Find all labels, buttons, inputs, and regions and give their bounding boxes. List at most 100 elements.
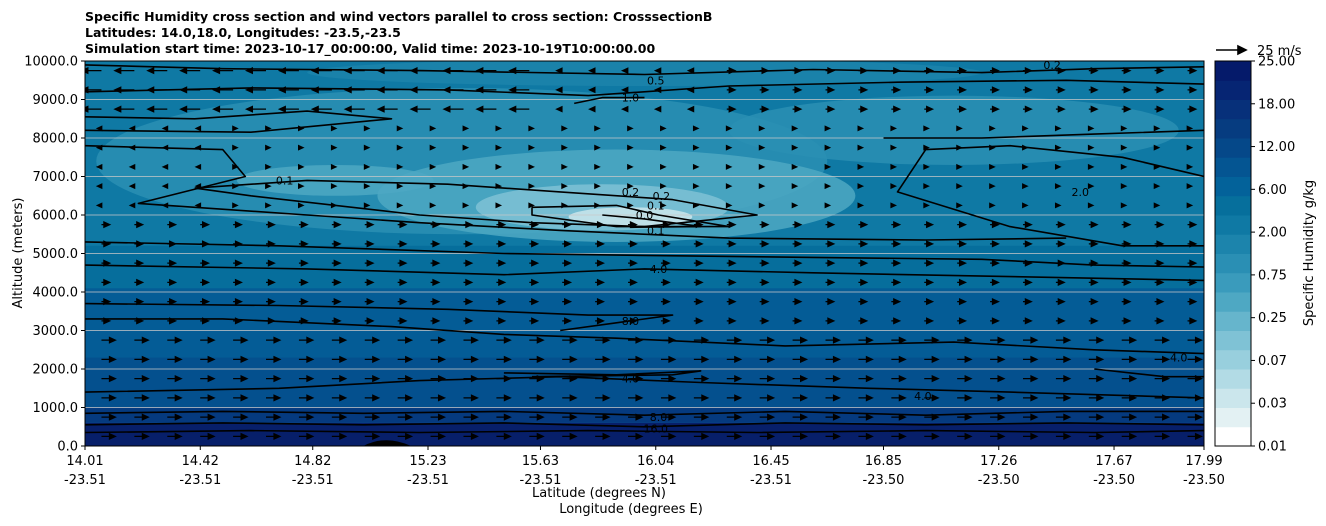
wind-arrow (1088, 394, 1105, 402)
wind-arrow (128, 125, 136, 132)
wind-arrow (232, 202, 239, 209)
wind-arrow (429, 144, 437, 151)
wind-arrow (1022, 394, 1039, 402)
contour-line (503, 370, 702, 378)
wind-arrow (397, 355, 414, 364)
fill-band-2 (85, 357, 1204, 408)
wind-arrow (529, 220, 540, 229)
wind-arrow (331, 297, 342, 306)
wind-arrow (277, 66, 299, 75)
wind-arrow (726, 66, 737, 75)
contour-line (85, 302, 674, 332)
wind-arrow (858, 336, 874, 344)
wind-arrow (1022, 317, 1033, 325)
contour-line (896, 144, 1204, 247)
wind-arrow (628, 317, 638, 325)
contour-line (85, 410, 1204, 416)
wind-arrow (161, 202, 169, 209)
wind-arrow (628, 220, 638, 229)
wind-arrow (167, 432, 183, 441)
wind-arrow (101, 317, 112, 325)
wind-arrow (529, 413, 545, 421)
wind-arrow (194, 125, 202, 132)
wind-arrow (1120, 202, 1128, 209)
wind-arrow (693, 297, 704, 306)
wind-arrow (693, 432, 710, 441)
wind-arrow (200, 278, 211, 287)
colorbar-segment (1215, 195, 1251, 216)
wind-arrow (759, 336, 776, 344)
wind-arrow (726, 259, 737, 267)
wind-arrow (693, 278, 704, 287)
wind-arrow (924, 394, 940, 402)
chart-title: Specific Humidity cross section and wind… (85, 9, 712, 57)
wind-arrow (1022, 66, 1033, 75)
wind-arrow (825, 394, 841, 402)
wind-arrow (200, 297, 211, 306)
wind-arrow (496, 240, 507, 248)
wind-arrow (858, 278, 869, 287)
colorbar-segment (1215, 157, 1251, 177)
wind-arrow (990, 336, 1006, 344)
colorbar-segment (1215, 426, 1251, 447)
y-tick-label: 9000.0 (33, 93, 79, 108)
wind-arrow (496, 259, 507, 267)
wind-arrow (1022, 220, 1033, 229)
wind-arrow (1120, 144, 1128, 151)
wind-arrow (627, 125, 634, 132)
y-tick-label: 0.0 (57, 440, 78, 455)
wind-arrow (693, 336, 710, 344)
wind-arrow (331, 355, 348, 364)
wind-arrow (923, 163, 930, 170)
wind-arrow (101, 374, 117, 383)
wind-arrow (233, 297, 243, 306)
wind-arrow (726, 240, 737, 248)
wind-arrow (397, 220, 408, 229)
colorbar-tick-label: 18.00 (1258, 97, 1295, 112)
wind-arrow (562, 278, 573, 287)
colorbar-segment (1215, 176, 1251, 197)
wind-arrow (891, 86, 902, 94)
x-tick-label-lat: 17.67 (1095, 454, 1132, 469)
wind-arrow (792, 240, 803, 248)
wind-arrow (660, 413, 677, 421)
wind-arrow (364, 336, 381, 344)
wind-arrow (595, 240, 605, 248)
wind-arrow (397, 278, 408, 287)
wind-arrow (1088, 105, 1099, 113)
wind-arrow (212, 105, 234, 113)
wind-arrow (134, 259, 145, 267)
wind-arrow (726, 374, 743, 383)
wind-arrow (233, 413, 249, 421)
wind-arrow (1022, 355, 1039, 364)
wind-arrow (686, 86, 695, 94)
wind-arrow (265, 202, 272, 209)
wind-arrow (1120, 183, 1128, 190)
wind-arrow (1187, 336, 1204, 344)
wind-arrow (1187, 432, 1204, 441)
wind-arrow (726, 220, 737, 229)
wind-arrow (725, 183, 733, 190)
contour-label: 16.0 (643, 423, 668, 436)
wind-arrow (462, 163, 470, 170)
wind-arrow (1186, 144, 1194, 151)
wind-arrow (232, 163, 239, 170)
wind-arrow (990, 220, 1000, 229)
wind-arrow (990, 432, 1006, 441)
wind-arrow (134, 432, 150, 441)
wind-arrow (1054, 125, 1062, 132)
wind-arrow (496, 355, 512, 364)
wind-arrow (1088, 66, 1099, 75)
wind-arrow (430, 259, 441, 267)
wind-arrow (857, 125, 865, 132)
wind-arrow (1022, 336, 1039, 344)
wind-arrow (298, 374, 315, 383)
wind-arrow (759, 278, 770, 287)
wind-arrow (653, 86, 662, 94)
wind-arrow (792, 105, 803, 113)
x-tick-label-lon: -23.50 (1093, 473, 1135, 488)
wind-arrow (496, 336, 512, 344)
y-tick-label: 7000.0 (33, 170, 79, 185)
wind-arrow (95, 163, 103, 170)
wind-arrow (990, 394, 1006, 402)
